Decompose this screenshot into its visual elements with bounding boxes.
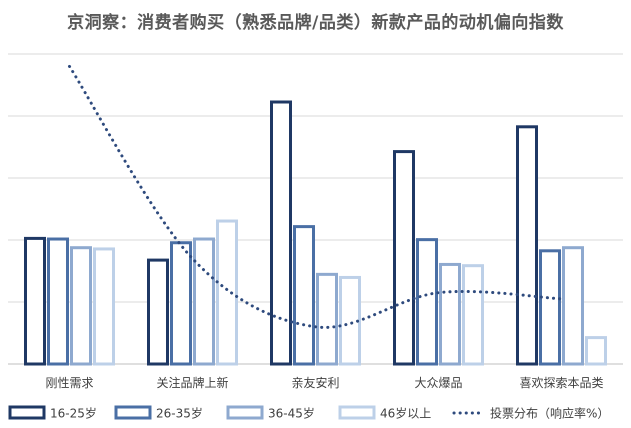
bar: [439, 262, 461, 366]
bar: [393, 150, 415, 366]
chart-title: 京洞察：消费者购买（熟悉品牌/品类）新款产品的动机偏向指数: [67, 13, 564, 33]
legend-label: 16-25岁: [50, 406, 97, 421]
bar: [339, 275, 361, 366]
x-tick-label: 喜欢探索本品类: [519, 375, 603, 390]
bar: [562, 246, 584, 366]
legend-swatch: [8, 405, 46, 420]
x-tick-label: 关注品牌上新: [156, 375, 228, 390]
legend-swatch: [226, 405, 264, 420]
bar: [70, 246, 92, 366]
bar: [462, 264, 484, 366]
bar: [24, 236, 46, 366]
bar: [147, 258, 169, 366]
bar: [316, 272, 338, 366]
bar: [270, 100, 292, 366]
legend-label: 26-35岁: [156, 406, 203, 421]
bar: [293, 225, 315, 366]
bar: [93, 247, 115, 366]
x-tick-label: 亲友安利: [291, 375, 339, 390]
bar: [416, 238, 438, 366]
bar: [216, 219, 238, 366]
legend-swatch: [338, 405, 376, 420]
legend-label: 46岁以上: [380, 406, 431, 421]
bar: [516, 125, 538, 366]
line-series: [68, 64, 563, 329]
legend-swatch: [114, 405, 152, 420]
x-tick-label: 大众爆品: [414, 376, 462, 390]
legend-label: 36-45岁: [268, 406, 315, 421]
legend-label: 投票分布（响应率%）: [490, 406, 609, 421]
bar: [47, 237, 69, 366]
bar: [193, 237, 215, 366]
bar: [170, 241, 192, 366]
x-tick-label: 刚性需求: [45, 376, 93, 390]
bar: [585, 336, 607, 366]
bar: [539, 249, 561, 366]
